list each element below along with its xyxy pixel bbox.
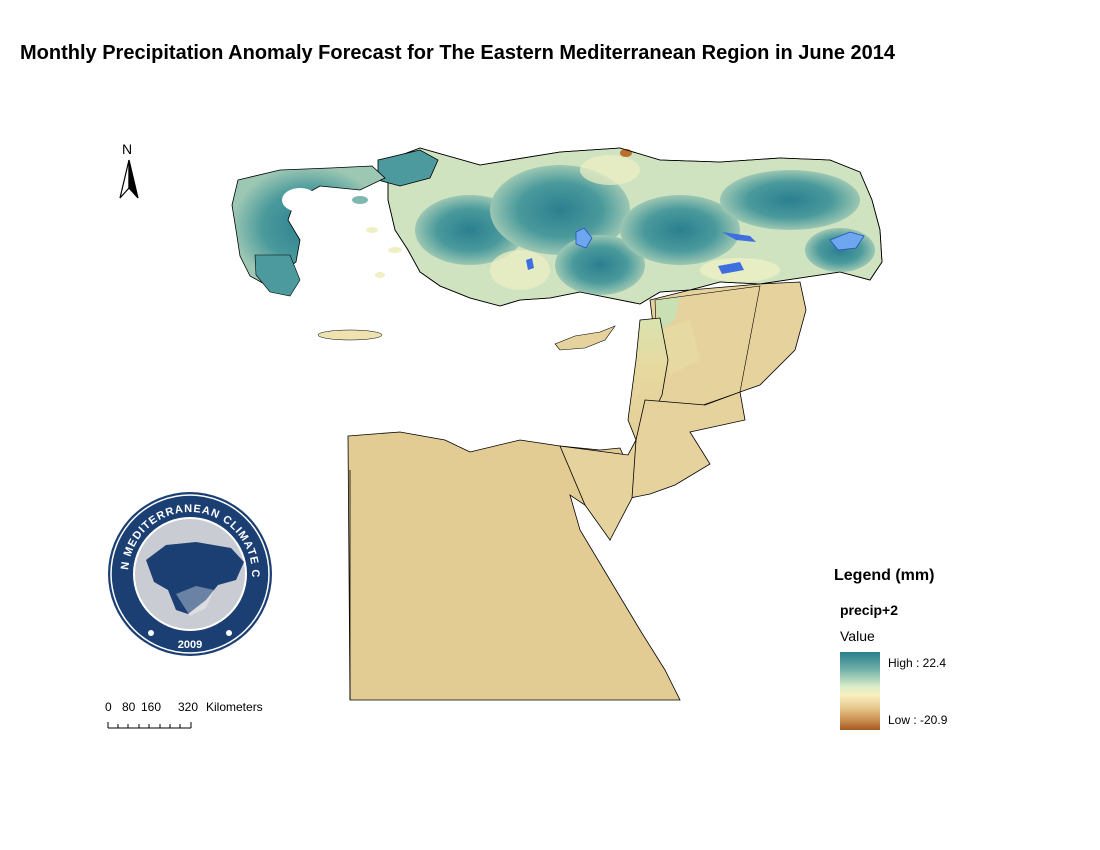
egypt-region xyxy=(347,431,681,701)
logo-year: 2009 xyxy=(178,639,202,651)
greece-region xyxy=(231,165,402,341)
scale-bar xyxy=(107,722,192,729)
jordan-region xyxy=(627,391,746,499)
scale-tick-160: 160 xyxy=(141,700,162,714)
scale-tick-0: 0 xyxy=(105,700,112,714)
legend-low-label: Low : -20.9 xyxy=(888,713,948,727)
legend-color-ramp xyxy=(840,652,880,730)
scale-tick-80: 80 xyxy=(122,700,136,714)
legend-title: Legend (mm) xyxy=(834,567,935,584)
turkey-region xyxy=(387,147,883,307)
legend-high-label: High : 22.4 xyxy=(888,656,947,670)
north-arrow-icon xyxy=(119,159,139,199)
north-label: N xyxy=(122,141,133,157)
legend-layer-name: precip+2 xyxy=(840,602,898,618)
cyprus-region xyxy=(554,325,616,351)
legend-field-name: Value xyxy=(840,628,875,644)
map-title: Monthly Precipitation Anomaly Forecast f… xyxy=(20,42,896,64)
scale-tick-320: 320 xyxy=(178,700,199,714)
scale-unit: Kilometers xyxy=(206,700,263,714)
emcc-logo: EASTERN MEDITERRANEAN CLIMATE CENTRE 200… xyxy=(106,490,272,656)
syria-iraq-region xyxy=(644,281,807,421)
